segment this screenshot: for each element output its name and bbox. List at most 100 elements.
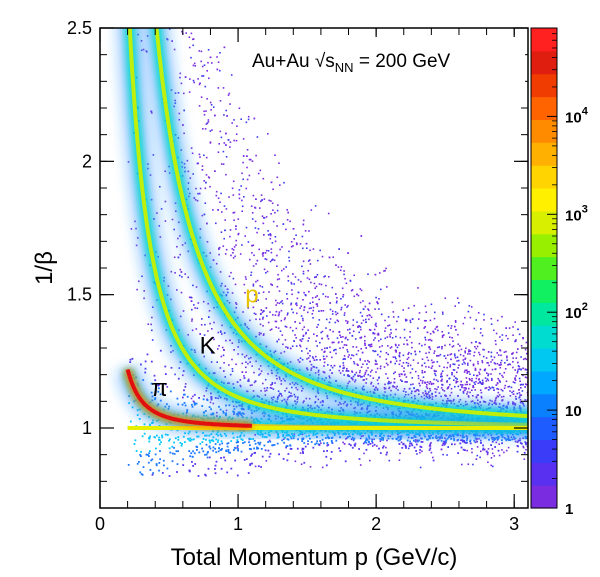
background-dot	[379, 355, 381, 358]
cloud-dot	[212, 446, 215, 449]
background-dot	[465, 377, 468, 379]
background-dot	[324, 358, 326, 360]
cloud-dot	[415, 443, 418, 446]
background-dot	[398, 459, 401, 461]
cloud-dot	[366, 439, 369, 441]
cloud-dot	[253, 439, 256, 442]
background-dot	[342, 441, 344, 444]
background-dot	[331, 366, 334, 369]
background-dot	[443, 355, 446, 357]
background-dot	[445, 357, 447, 360]
background-dot	[356, 293, 358, 296]
background-dot	[274, 320, 277, 323]
background-dot	[454, 443, 456, 446]
colorbar-label: 104	[565, 105, 589, 126]
svg-text:Au+Au √sNN = 200 GeV: Au+Au √sNN = 200 GeV	[252, 51, 451, 75]
cloud-dot	[174, 437, 177, 440]
background-dot	[360, 322, 363, 324]
background-dot	[151, 329, 153, 332]
background-dot	[362, 319, 365, 322]
background-dot	[352, 324, 354, 327]
cloud-dot	[233, 446, 236, 449]
background-dot	[182, 124, 184, 126]
background-dot	[269, 387, 272, 389]
cloud-dot	[225, 412, 227, 415]
background-dot	[425, 393, 428, 396]
background-dot	[403, 374, 406, 376]
background-dot	[232, 257, 235, 259]
cloud-dot	[158, 383, 160, 386]
background-dot	[449, 364, 452, 366]
cloud-dot	[161, 436, 164, 439]
cloud-dot	[139, 454, 142, 456]
background-dot	[364, 342, 366, 345]
background-dot	[192, 38, 195, 40]
background-dot	[475, 319, 477, 321]
background-dot	[270, 251, 273, 254]
background-dot	[310, 363, 313, 366]
background-dot	[515, 357, 518, 359]
background-dot	[495, 384, 498, 386]
background-dot	[455, 380, 458, 382]
cloud-dot	[173, 453, 176, 455]
background-dot	[441, 331, 443, 333]
background-dot	[515, 375, 517, 377]
background-dot	[365, 382, 367, 384]
background-dot	[251, 212, 254, 214]
background-dot	[297, 396, 299, 399]
background-dot	[328, 375, 331, 377]
background-dot	[227, 139, 230, 141]
background-dot	[295, 345, 298, 347]
background-dot	[494, 363, 497, 365]
background-dot	[385, 352, 388, 354]
background-dot	[152, 154, 155, 156]
cloud-dot	[371, 441, 374, 444]
background-dot	[426, 331, 429, 334]
background-dot	[269, 311, 271, 313]
background-dot	[246, 178, 249, 181]
background-dot	[424, 390, 427, 392]
background-dot	[458, 349, 460, 352]
background-dot	[229, 141, 232, 143]
colorbar-label: 1	[565, 501, 573, 518]
cloud-dot	[182, 370, 185, 372]
background-dot	[339, 347, 341, 349]
background-dot	[276, 377, 278, 380]
background-dot	[333, 364, 336, 367]
background-dot	[257, 228, 260, 230]
cloud-dot	[353, 437, 356, 440]
background-dot	[393, 386, 396, 388]
background-dot	[444, 344, 446, 347]
background-dot	[264, 378, 267, 381]
annotation-sub: NN	[335, 60, 354, 75]
background-dot	[450, 327, 452, 329]
background-dot	[447, 361, 449, 364]
background-dot	[508, 363, 510, 365]
background-dot	[325, 327, 327, 329]
background-dot	[302, 272, 305, 275]
colorbar-step	[531, 439, 557, 463]
cloud-dot	[158, 469, 160, 472]
background-dot	[260, 332, 262, 335]
background-dot	[211, 328, 213, 330]
background-dot	[254, 294, 256, 296]
background-dot	[331, 356, 333, 359]
background-dot	[383, 366, 386, 368]
background-dot	[241, 210, 243, 212]
background-dot	[170, 351, 172, 353]
background-dot	[270, 213, 272, 215]
background-dot	[446, 381, 448, 383]
background-dot	[469, 353, 471, 355]
background-dot	[309, 302, 311, 304]
background-dot	[242, 178, 244, 181]
cloud-dot	[177, 436, 180, 439]
background-dot	[351, 354, 353, 356]
background-dot	[229, 373, 232, 376]
background-dot	[285, 387, 288, 390]
cloud-dot	[312, 446, 315, 449]
cloud-dot	[358, 448, 360, 450]
background-dot	[477, 360, 479, 363]
background-dot	[472, 364, 475, 367]
cloud-dot	[250, 448, 252, 451]
cloud-dot	[151, 395, 154, 398]
